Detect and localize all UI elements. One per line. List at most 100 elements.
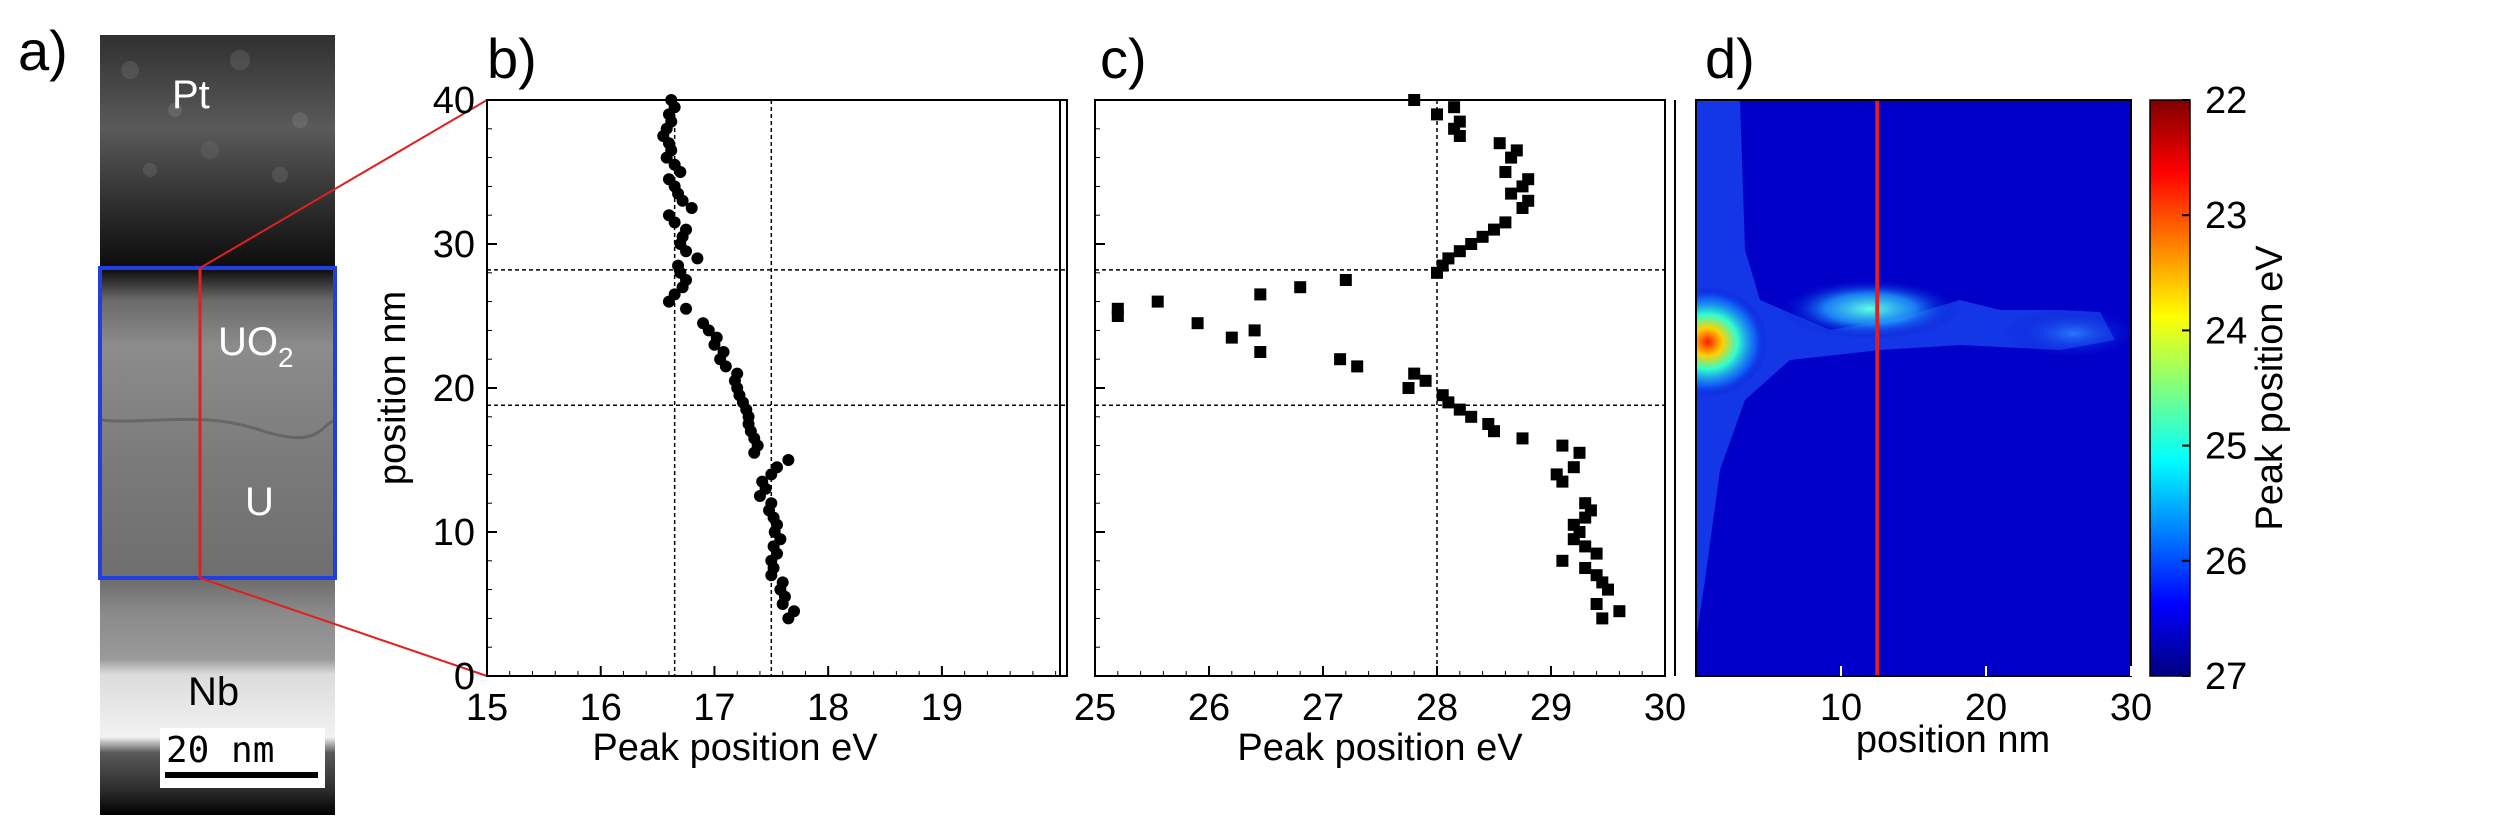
data-point [1556, 439, 1569, 452]
x-tick-label: 29 [1530, 687, 1572, 729]
data-point [697, 317, 710, 330]
plot-c: 25 26 27 28 29 30 [1074, 94, 1686, 729]
data-point [1550, 468, 1563, 481]
data-point [1573, 446, 1586, 459]
hotspot [1780, 278, 1960, 339]
scale-bar-label: 20 nm [166, 730, 274, 771]
data-point [680, 302, 693, 315]
analysis-region-box [98, 266, 337, 580]
y-tick-label: 40 [433, 80, 475, 122]
data-point [1596, 612, 1609, 625]
data-point [680, 223, 693, 236]
data-point [756, 475, 769, 488]
zoom-line-bottom [199, 577, 488, 677]
data-point [1567, 461, 1580, 474]
data-point [685, 202, 698, 214]
x-tick-label: 20 [1965, 687, 2007, 729]
data-point [710, 331, 723, 344]
panel-label-d: d) [1705, 27, 1755, 90]
data-point [668, 288, 681, 301]
zoom-line-top [199, 99, 488, 269]
data-point [1493, 137, 1506, 150]
colorbar-tick-label: 22 [2205, 80, 2247, 122]
data-point [1111, 302, 1124, 315]
heatmap-ticks: 10 20 30 [1820, 666, 2152, 729]
data-point [1408, 94, 1421, 106]
data-point [1453, 403, 1466, 416]
y-tick-label: 0 [454, 656, 475, 698]
colorbar-tick-label: 24 [2205, 310, 2247, 352]
data-point [1590, 569, 1603, 582]
colorbar [2149, 99, 2191, 677]
grain-boundary [99, 417, 336, 440]
tem-image [100, 35, 335, 815]
tem-grain-texture [121, 50, 308, 183]
x-tick-label: 10 [1820, 687, 1862, 729]
data-point [776, 576, 789, 589]
data-point [771, 461, 783, 474]
x-tick-label: 26 [1188, 687, 1230, 729]
data-point [1579, 562, 1592, 574]
data-point [1431, 108, 1443, 121]
colorbar-tick-label: 27 [2205, 656, 2247, 698]
data-point [1453, 115, 1466, 128]
heatmap [1696, 100, 2131, 676]
plot-b: 15 16 17 18 19 0 10 20 30 40 [433, 80, 1068, 729]
data-point [1590, 598, 1603, 610]
data-point [765, 497, 778, 510]
data-point [1499, 166, 1512, 178]
x-tick-label: 27 [1302, 687, 1344, 729]
colorbar-tick-label: 23 [2205, 195, 2247, 237]
data-point [1476, 230, 1489, 243]
panel-label-c: c) [1100, 27, 1147, 90]
data-point [1248, 324, 1261, 337]
plot-frame [1094, 99, 1666, 677]
layer-label-uo2: UO2 [218, 320, 294, 373]
data-point [1579, 540, 1592, 553]
data-point [691, 252, 704, 265]
data-point [1294, 281, 1307, 294]
data-point [1402, 382, 1415, 394]
data-point [1510, 144, 1523, 157]
data-point [1334, 353, 1347, 366]
y-tick-label: 10 [433, 512, 475, 554]
x-tick-label: 15 [466, 687, 508, 729]
data-point [662, 209, 675, 222]
x-axis-label-b: Peak position eV [592, 727, 878, 769]
colorbar-ticks: 22 23 24 25 26 27 [2182, 80, 2247, 698]
x-tick-label: 28 [1416, 687, 1458, 729]
data-point [731, 367, 744, 380]
data-point [782, 454, 795, 466]
data-point [1151, 295, 1164, 308]
data-point [1419, 374, 1432, 387]
data-point [1465, 238, 1478, 250]
hotspot [1696, 286, 1768, 397]
data-point [1351, 360, 1364, 373]
data-point [1505, 187, 1518, 200]
heatmap-feature [1696, 100, 2115, 640]
x-tick-label: 16 [580, 687, 622, 729]
data-point [1225, 331, 1238, 344]
colorbar-tick-label: 25 [2205, 426, 2247, 468]
panel-label-a: a) [18, 19, 68, 82]
data-point [1191, 317, 1204, 330]
x-tick-label: 19 [921, 687, 963, 729]
data-point [1339, 274, 1352, 286]
heatmap-frame [1695, 99, 2132, 677]
data-point [1453, 245, 1466, 258]
data-point [1522, 194, 1535, 207]
data-point [1499, 216, 1512, 229]
hotspot [2003, 307, 2131, 360]
heatmap-background [1696, 100, 2131, 676]
data-point [1613, 605, 1626, 618]
layer-label-pt: Pt [172, 73, 210, 117]
data-point [1408, 367, 1421, 380]
y-tick-label: 20 [433, 368, 475, 410]
x-tick-label: 30 [1644, 687, 1686, 729]
y-tick-label: 30 [433, 224, 475, 266]
colorbar-tick-label: 26 [2205, 541, 2247, 583]
data-point [1488, 223, 1500, 236]
x-tick-label: 18 [807, 687, 849, 729]
data-point [788, 605, 801, 618]
data-point [662, 173, 675, 186]
